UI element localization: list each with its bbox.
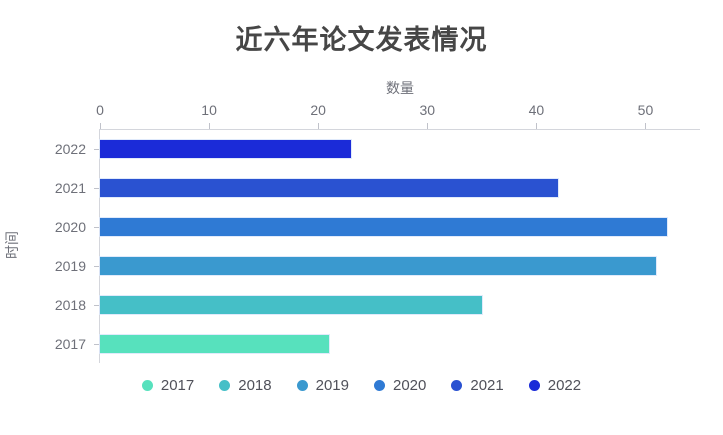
x-tick-label: 0 — [96, 102, 104, 118]
x-tick-mark — [427, 123, 429, 129]
legend-label: 2018 — [238, 377, 272, 394]
legend-label: 2020 — [393, 377, 427, 394]
y-tick-mark — [94, 227, 99, 229]
x-tick-label: 20 — [310, 102, 326, 118]
legend-item-2021[interactable]: 2021 — [451, 377, 504, 394]
legend: 2017 2018 2019 2020 2021 2022 — [0, 377, 723, 394]
bar-2022[interactable] — [100, 140, 351, 159]
y-tick-label: 2018 — [54, 296, 86, 313]
x-tick-label: 10 — [201, 102, 217, 118]
bar-2017[interactable] — [100, 334, 330, 353]
y-tick-label: 2021 — [54, 180, 86, 197]
legend-item-2017[interactable]: 2017 — [141, 377, 195, 394]
x-axis-name: 数量 — [386, 80, 414, 96]
x-tick-mark — [536, 123, 538, 129]
legend-item-2018[interactable]: 2018 — [219, 377, 272, 394]
x-tick-label: 40 — [528, 102, 545, 118]
plot-area: 0 10 20 30 40 50 2022 2021 2020 2019 2018 2017 — [55, 102, 700, 363]
x-tick-mark — [100, 123, 101, 129]
legend-dot — [374, 380, 385, 391]
x-tick-label: 50 — [637, 102, 654, 118]
y-axis-line — [99, 129, 100, 363]
bar-2018[interactable] — [100, 295, 482, 314]
y-tick-mark — [94, 149, 99, 151]
bar-2020[interactable] — [100, 218, 668, 237]
y-tick-label: 2019 — [54, 257, 86, 274]
bar-2019[interactable] — [100, 256, 657, 275]
legend-label: 2019 — [315, 377, 349, 394]
y-tick-label: 2022 — [54, 141, 86, 158]
legend-dot — [451, 380, 463, 391]
y-tick-mark — [94, 265, 99, 267]
legend-item-2019[interactable]: 2019 — [296, 377, 349, 394]
y-tick-mark — [94, 188, 99, 190]
x-tick-mark — [318, 123, 320, 129]
legend-label: 2022 — [547, 377, 582, 394]
x-tick-mark — [645, 123, 647, 129]
legend-label: 2017 — [160, 377, 195, 394]
x-tick-mark — [209, 123, 211, 129]
y-tick-mark — [94, 343, 99, 345]
legend-item-2020[interactable]: 2020 — [374, 377, 426, 394]
legend-dot — [141, 380, 153, 391]
legend-label: 2021 — [470, 377, 504, 394]
legend-dot — [528, 380, 540, 391]
x-axis-line — [100, 129, 700, 130]
y-tick-label: 2020 — [54, 219, 86, 236]
legend-dot — [296, 380, 308, 391]
chart-title: 近六年论文发表情况 — [235, 25, 488, 55]
y-tick-mark — [94, 304, 99, 306]
bar-2021[interactable] — [100, 179, 559, 198]
x-tick-label: 30 — [419, 102, 436, 118]
legend-dot — [219, 380, 231, 391]
legend-item-2022[interactable]: 2022 — [528, 377, 582, 394]
y-tick-label: 2017 — [54, 335, 86, 352]
y-axis-name: 时间 — [4, 231, 20, 259]
